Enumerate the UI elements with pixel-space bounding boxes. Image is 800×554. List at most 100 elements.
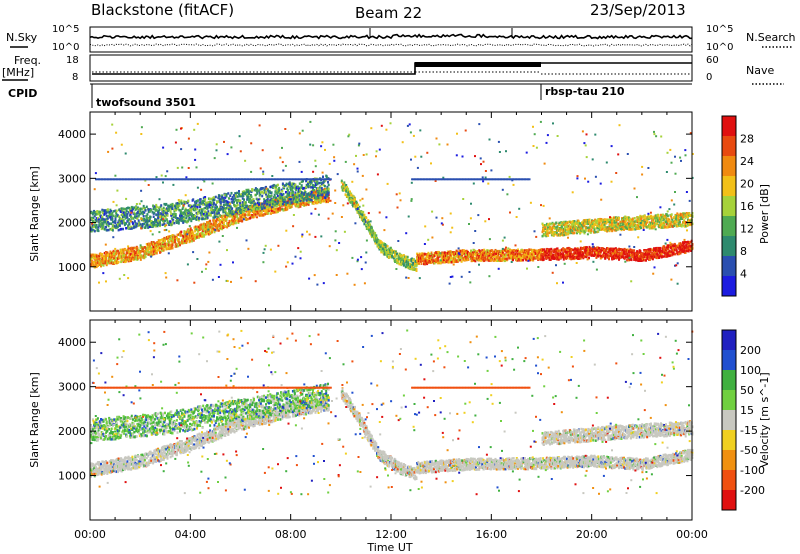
data-cell (101, 258, 104, 261)
data-cell (90, 263, 93, 267)
data-cell (160, 247, 163, 250)
data-cell (268, 203, 271, 207)
data-cell (276, 209, 279, 212)
data-cell (207, 197, 210, 200)
data-cell (217, 211, 220, 215)
data-cell (258, 204, 261, 208)
data-cell (327, 183, 330, 187)
data-cell (146, 221, 149, 224)
data-cell (92, 216, 95, 219)
data-cell (164, 213, 167, 216)
data-cell (160, 204, 163, 207)
data-cell (274, 204, 277, 207)
data-cell (267, 193, 270, 196)
data-cell (110, 253, 113, 257)
data-cell (206, 214, 208, 218)
data-cell (159, 239, 162, 242)
data-cell (265, 207, 268, 210)
data-cell (236, 203, 239, 207)
data-cell (203, 225, 206, 228)
data-cell (286, 207, 289, 211)
data-cell (177, 217, 180, 221)
data-cell (182, 219, 185, 222)
data-cell (93, 256, 96, 260)
data-cell (163, 236, 166, 240)
data-cell (109, 227, 112, 231)
data-cell (212, 227, 215, 231)
data-cell (137, 219, 140, 222)
data-cell (243, 198, 245, 201)
data-cell (162, 215, 165, 219)
data-cell (303, 189, 306, 192)
data-cell (189, 217, 192, 221)
data-cell (194, 234, 197, 237)
data-cell (121, 212, 124, 216)
data-cell (132, 254, 135, 257)
data-cell (285, 182, 288, 186)
cpid-segment-1: twofsound 3501 (96, 96, 196, 109)
data-cell (157, 210, 160, 213)
data-cell (203, 233, 206, 237)
data-cell (244, 203, 247, 207)
data-cell (95, 213, 98, 216)
data-cell (250, 209, 253, 212)
data-cell (118, 224, 121, 227)
data-cell (151, 211, 154, 214)
noise-left-hi: 10^5 (52, 24, 79, 35)
data-cell (219, 220, 222, 223)
data-cell (191, 235, 193, 238)
data-cell (247, 207, 250, 211)
data-cell (130, 215, 133, 218)
data-cell (148, 247, 151, 250)
data-cell (375, 234, 378, 237)
data-cell (170, 217, 173, 220)
data-cell (139, 250, 142, 254)
data-cell (226, 216, 229, 219)
data-cell (122, 227, 124, 231)
data-cell (115, 215, 118, 218)
data-cell (100, 221, 103, 225)
data-cell (182, 205, 185, 209)
data-cell (260, 204, 263, 207)
data-cell (130, 259, 133, 262)
data-cell (312, 191, 314, 194)
data-cell (151, 250, 154, 253)
data-cell (266, 197, 269, 201)
data-cell (115, 213, 118, 216)
data-cell (217, 229, 220, 232)
data-cell (192, 204, 195, 207)
noise-right-hi: 10^5 (706, 24, 733, 35)
data-cell (100, 253, 102, 256)
data-cell (236, 212, 239, 215)
data-cell (270, 211, 273, 214)
data-cell (227, 212, 230, 216)
data-cell (117, 223, 119, 226)
data-cell (240, 215, 243, 219)
data-cell (374, 231, 377, 235)
data-cell (96, 258, 99, 261)
data-cell (211, 201, 214, 205)
data-cell (100, 263, 103, 266)
data-cell (180, 233, 183, 237)
data-cell (150, 220, 153, 223)
data-cell (178, 200, 181, 204)
data-cell (244, 201, 247, 204)
data-cell (258, 201, 261, 205)
data-cell (181, 207, 184, 210)
data-cell (165, 202, 168, 206)
data-cell (225, 195, 228, 198)
data-cell (91, 224, 94, 227)
data-cell (107, 214, 110, 218)
data-cell (128, 250, 131, 253)
data-cell (240, 210, 243, 213)
data-cell (110, 222, 113, 225)
data-cell (222, 226, 225, 229)
data-cell (207, 204, 210, 207)
data-cell (128, 252, 131, 255)
data-cell (159, 244, 161, 248)
data-cell (249, 195, 252, 198)
data-cell (221, 227, 224, 230)
data-cell (158, 208, 161, 211)
data-cell (294, 202, 297, 206)
data-cell (177, 238, 180, 241)
